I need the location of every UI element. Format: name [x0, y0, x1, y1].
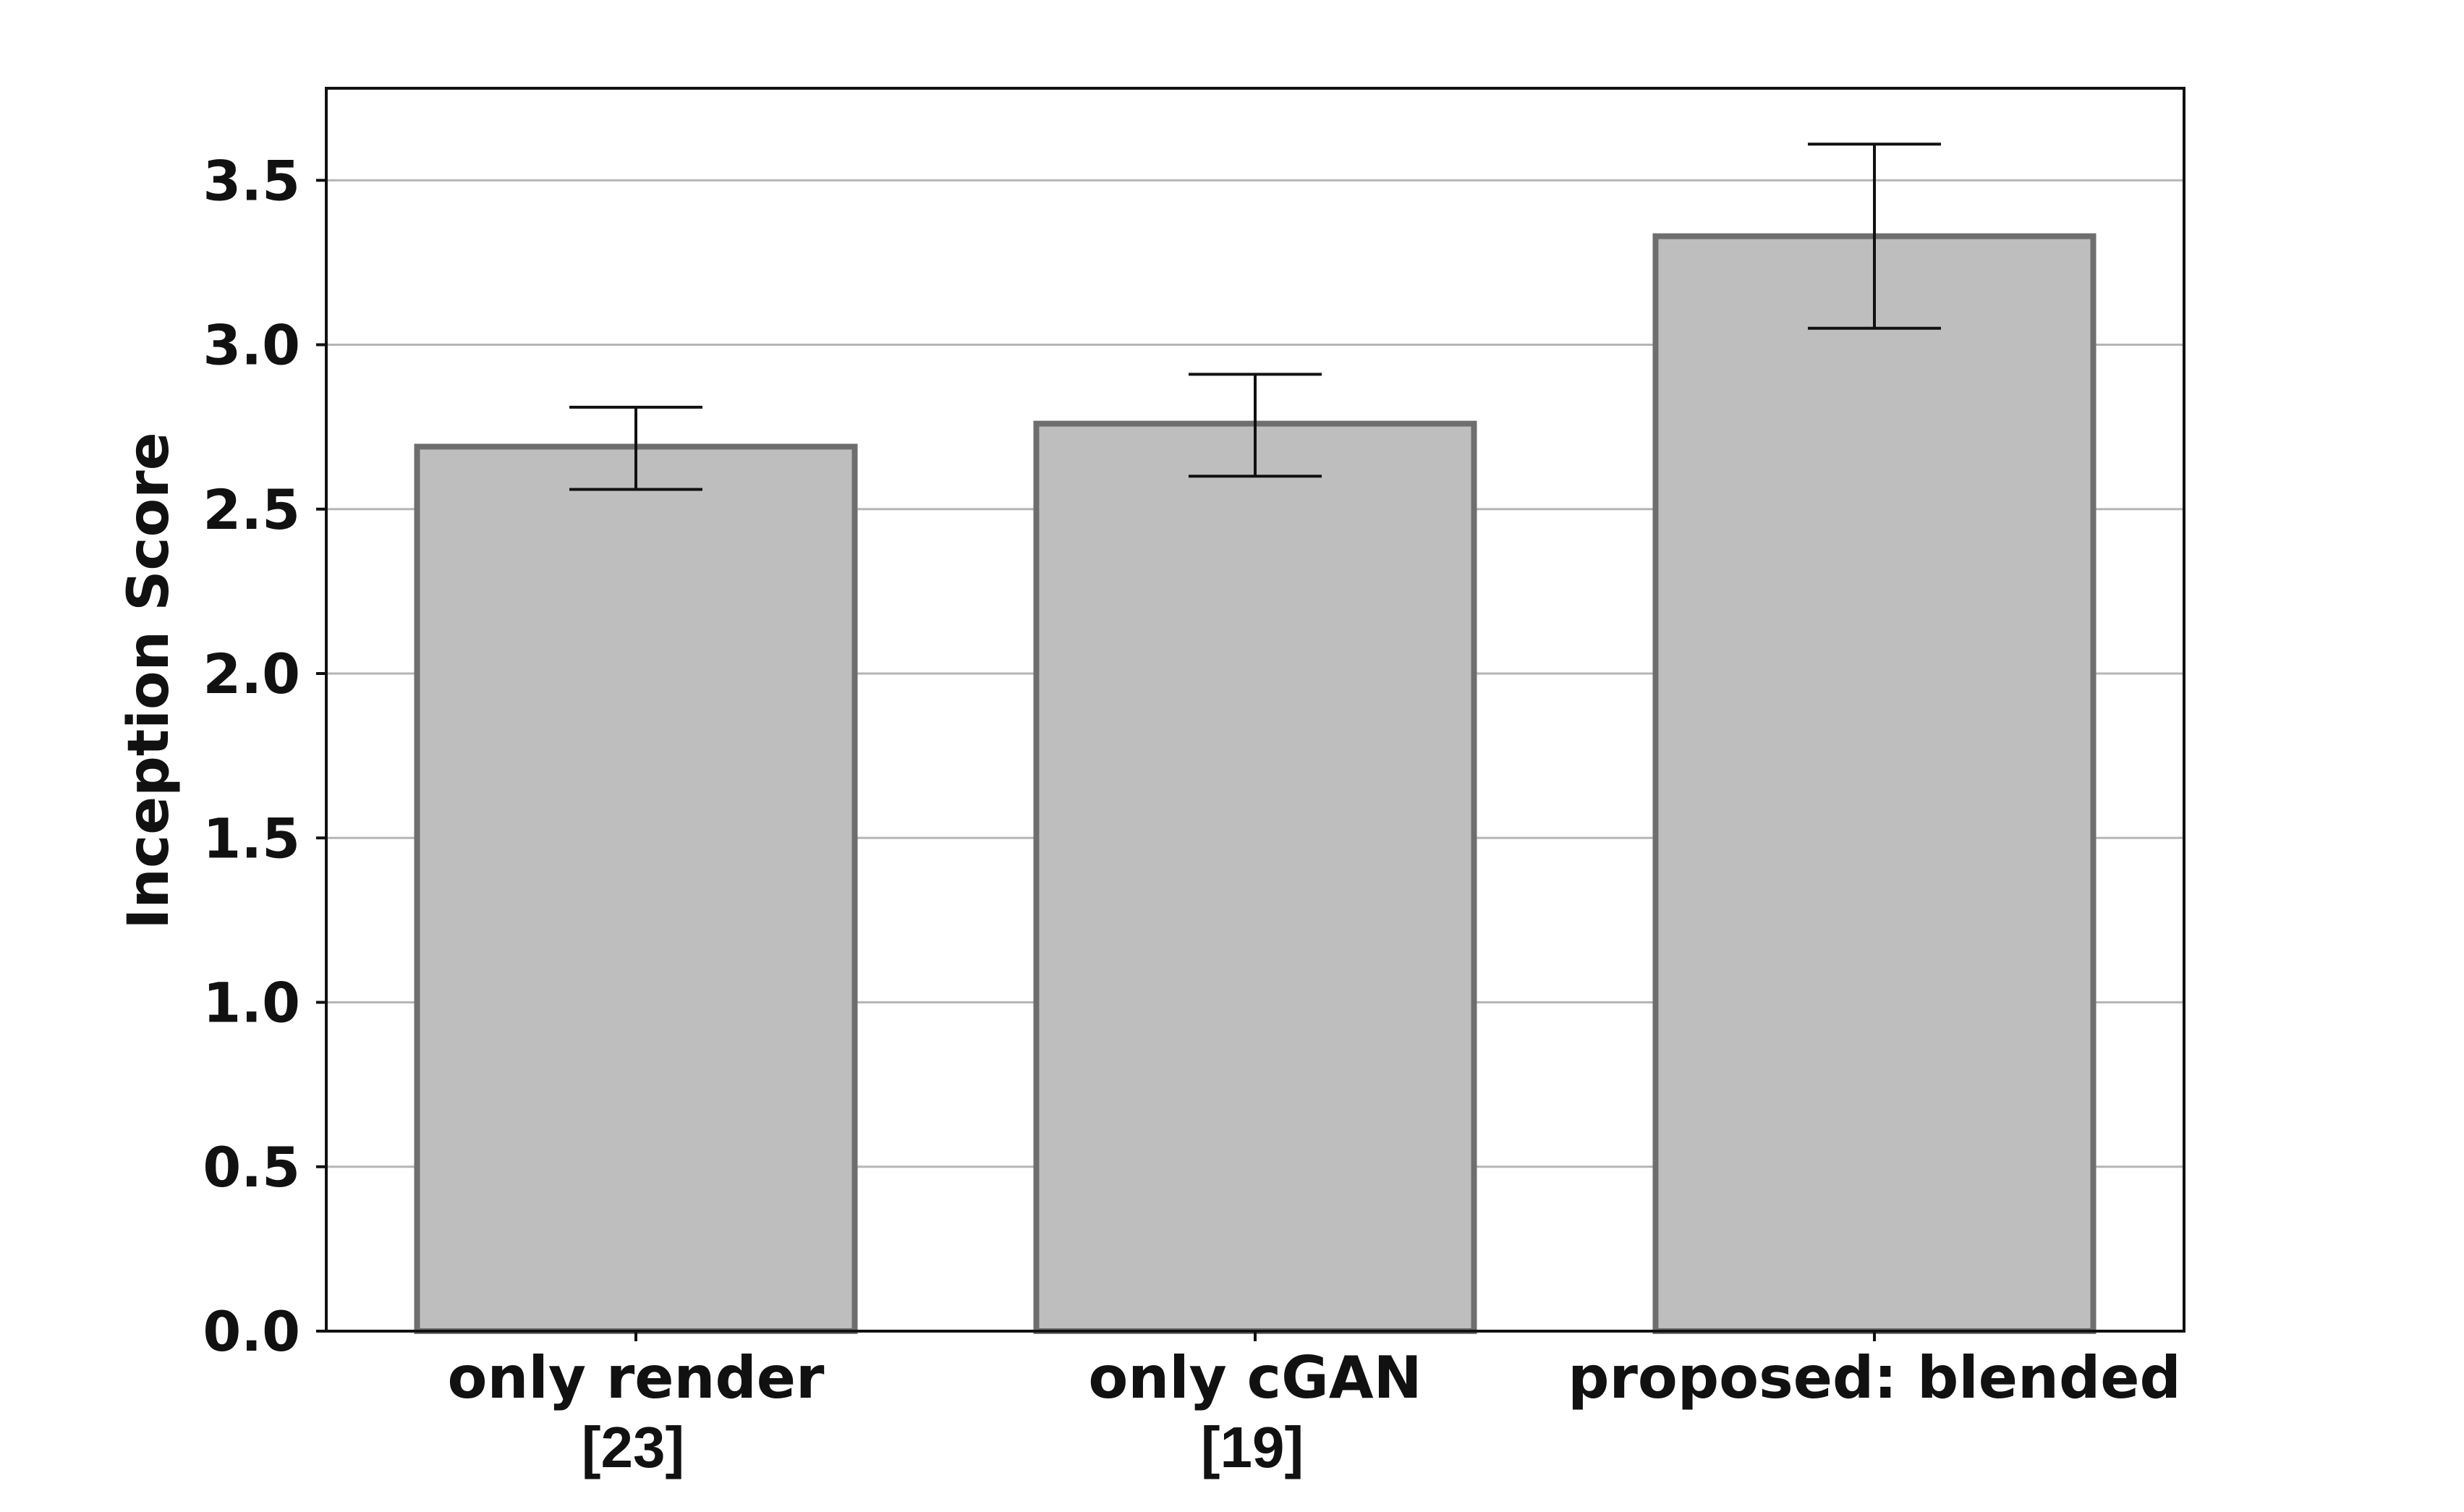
y-tick-label: 3.0: [203, 313, 300, 378]
error-bars: [569, 143, 1941, 491]
y-axis-ticks: 0.0 0.5 1.0 1.5 2.0 2.5 3.0 3.5: [203, 148, 326, 1364]
x-tick-reference: [23]: [582, 1415, 684, 1479]
x-tick-label: only cGAN: [1088, 1344, 1422, 1411]
bars: [414, 233, 2096, 1334]
y-tick-label: 1.5: [203, 806, 300, 870]
y-tick-label: 1.0: [203, 971, 300, 1035]
y-tick-label: 0.5: [203, 1135, 300, 1199]
y-tick-label: 2.0: [203, 642, 300, 706]
bar: [414, 443, 858, 1334]
bar: [1033, 420, 1477, 1334]
y-axis-title: Inception Score: [116, 432, 182, 929]
y-tick-label: 0.0: [203, 1299, 300, 1364]
x-tick-reference: [19]: [1201, 1415, 1304, 1479]
x-axis-ticks: only render[23] only cGAN[19] proposed: bl…: [448, 1331, 2181, 1479]
y-tick-label: 2.5: [203, 477, 300, 542]
x-tick-label: only render: [448, 1344, 825, 1411]
bar: [1652, 233, 2096, 1334]
y-tick-label: 3.5: [203, 148, 300, 213]
x-tick-label: proposed: blended: [1568, 1344, 2181, 1411]
